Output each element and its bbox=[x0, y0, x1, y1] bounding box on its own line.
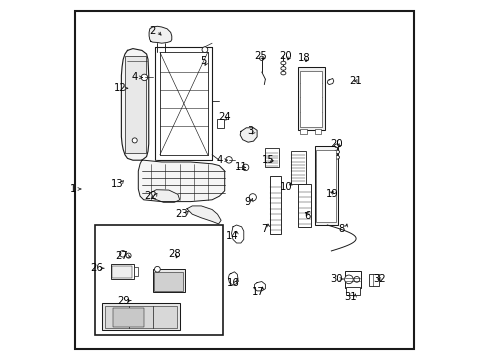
Ellipse shape bbox=[344, 275, 352, 284]
Text: 9: 9 bbox=[244, 197, 250, 207]
Text: 5: 5 bbox=[200, 56, 206, 66]
Bar bbox=[300, 129, 306, 134]
Bar bbox=[95, 225, 223, 335]
Text: 20: 20 bbox=[329, 139, 342, 149]
Ellipse shape bbox=[334, 144, 339, 148]
Text: 8: 8 bbox=[338, 224, 344, 234]
Text: 2: 2 bbox=[149, 26, 156, 36]
Ellipse shape bbox=[334, 150, 339, 154]
Text: 22: 22 bbox=[144, 191, 157, 201]
Text: 1: 1 bbox=[70, 184, 77, 194]
Polygon shape bbox=[228, 272, 238, 285]
Ellipse shape bbox=[280, 67, 285, 70]
Bar bbox=[104, 306, 177, 328]
Text: 30: 30 bbox=[329, 274, 342, 284]
Bar bbox=[154, 272, 183, 291]
Text: 27: 27 bbox=[116, 251, 128, 261]
Bar bbox=[316, 150, 336, 222]
Ellipse shape bbox=[242, 164, 248, 171]
Text: 10: 10 bbox=[279, 182, 292, 192]
Bar bbox=[134, 267, 138, 276]
Ellipse shape bbox=[141, 74, 147, 81]
Text: 11: 11 bbox=[234, 162, 247, 172]
Bar bbox=[344, 271, 360, 288]
Text: 25: 25 bbox=[254, 51, 266, 61]
Ellipse shape bbox=[280, 61, 285, 65]
Polygon shape bbox=[138, 160, 224, 202]
Bar bbox=[269, 176, 281, 234]
Ellipse shape bbox=[154, 266, 160, 272]
Bar bbox=[297, 67, 324, 130]
Text: 6: 6 bbox=[304, 211, 310, 221]
Polygon shape bbox=[254, 282, 265, 291]
Bar bbox=[217, 119, 224, 128]
Bar bbox=[314, 146, 337, 225]
Ellipse shape bbox=[334, 156, 339, 159]
Ellipse shape bbox=[120, 251, 126, 257]
Bar bbox=[113, 308, 143, 327]
Polygon shape bbox=[186, 206, 221, 224]
Text: 32: 32 bbox=[372, 274, 385, 284]
Bar bbox=[368, 274, 378, 286]
Polygon shape bbox=[121, 49, 148, 160]
Text: 13: 13 bbox=[110, 179, 123, 189]
Bar bbox=[300, 71, 321, 127]
Text: 28: 28 bbox=[168, 249, 180, 259]
Polygon shape bbox=[240, 128, 257, 142]
Ellipse shape bbox=[225, 157, 232, 163]
Text: 3: 3 bbox=[246, 126, 252, 136]
Text: 23: 23 bbox=[175, 209, 187, 219]
Ellipse shape bbox=[249, 194, 256, 201]
Ellipse shape bbox=[280, 71, 285, 75]
Text: 26: 26 bbox=[90, 263, 103, 273]
Ellipse shape bbox=[126, 253, 131, 258]
Polygon shape bbox=[326, 78, 333, 85]
Text: 7: 7 bbox=[261, 224, 267, 234]
Bar bbox=[152, 269, 185, 292]
Polygon shape bbox=[231, 225, 244, 243]
Polygon shape bbox=[149, 26, 171, 43]
Text: 16: 16 bbox=[226, 278, 239, 288]
Ellipse shape bbox=[132, 138, 137, 143]
Ellipse shape bbox=[259, 56, 264, 60]
Ellipse shape bbox=[353, 276, 359, 282]
Text: 31: 31 bbox=[344, 292, 356, 302]
Bar bbox=[265, 148, 279, 167]
Text: 29: 29 bbox=[117, 296, 130, 306]
Text: 20: 20 bbox=[279, 51, 292, 61]
Text: 17: 17 bbox=[251, 287, 264, 297]
Bar bbox=[112, 266, 132, 278]
Text: 4: 4 bbox=[216, 155, 222, 165]
Text: 18: 18 bbox=[297, 53, 309, 63]
Text: 19: 19 bbox=[325, 189, 338, 199]
Bar bbox=[110, 264, 134, 279]
Text: 15: 15 bbox=[261, 155, 274, 165]
Polygon shape bbox=[151, 190, 179, 202]
Bar bbox=[346, 287, 359, 295]
Bar bbox=[290, 151, 305, 184]
Bar bbox=[314, 129, 321, 134]
Text: 12: 12 bbox=[114, 83, 126, 93]
Text: 24: 24 bbox=[218, 112, 230, 122]
Bar bbox=[125, 56, 145, 153]
Text: 14: 14 bbox=[226, 231, 239, 241]
Bar bbox=[102, 303, 179, 330]
Bar bbox=[297, 184, 311, 227]
Text: 21: 21 bbox=[349, 76, 362, 86]
Ellipse shape bbox=[202, 47, 207, 53]
Text: 4: 4 bbox=[131, 72, 138, 82]
